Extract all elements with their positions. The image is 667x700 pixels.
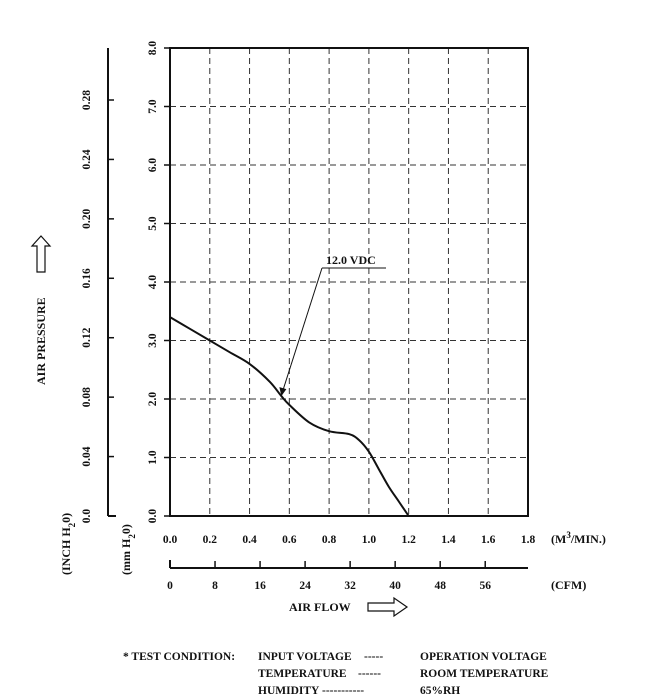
series-group bbox=[169, 316, 410, 517]
x-axis-title: AIR FLOW bbox=[289, 600, 351, 614]
x-ticks: 0.0 0.2 0.4 0.6 0.8 1.0 1.2 1.4 1.6 1.8 0 8 16 24 32 40… bbox=[163, 534, 536, 592]
annotation-group: 12.0 VDC bbox=[279, 253, 386, 397]
grid bbox=[170, 48, 528, 516]
x-m3-tick-label: 1.4 bbox=[441, 534, 456, 546]
cond-label-humidity: HUMIDITY bbox=[258, 685, 320, 697]
cond-dashes-temperature: ------ bbox=[358, 668, 381, 680]
cond-dashes-humidity: ----------- bbox=[322, 685, 364, 697]
y-inch-tick-label: 0.28 bbox=[81, 90, 93, 110]
y-mm-unit-label: (mm H20) bbox=[119, 524, 137, 575]
y-mm-tick-label: 1.0 bbox=[147, 450, 159, 465]
x-m3-tick-label: 0.0 bbox=[163, 534, 178, 546]
y-mm-tick-label: 4.0 bbox=[147, 275, 159, 290]
x-cfm-tick-label: 8 bbox=[212, 580, 218, 592]
y-mm-tick-label: 7.0 bbox=[147, 99, 159, 114]
x-m3-tick-label: 1.6 bbox=[481, 534, 496, 546]
x-cfm-tick-label: 24 bbox=[299, 580, 311, 592]
x-m3-unit-label: (M3/MIN.) bbox=[551, 530, 606, 546]
y-inch-tick-label: 0.24 bbox=[81, 149, 93, 169]
cond-label-temperature: TEMPERATURE bbox=[258, 668, 347, 680]
y-inch-tick-label: 0.16 bbox=[81, 268, 93, 288]
cond-value-temperature: ROOM TEMPERATURE bbox=[420, 668, 549, 680]
annotation-leader bbox=[281, 267, 323, 393]
cond-value-voltage: OPERATION VOLTAGE bbox=[420, 651, 547, 663]
x-cfm-tick-label: 16 bbox=[254, 580, 266, 592]
y-axis-arrow-icon bbox=[30, 235, 52, 273]
test-condition-prefix: * TEST CONDITION: bbox=[123, 651, 235, 663]
x-m3-tick-label: 0.4 bbox=[242, 534, 257, 546]
annotation-label: 12.0 VDC bbox=[326, 253, 376, 267]
y-inch-tick-label: 0.20 bbox=[81, 209, 93, 229]
y-inch-tick-label: 0.12 bbox=[81, 327, 93, 347]
y-mm-tick-label: 3.0 bbox=[147, 333, 159, 348]
cond-dashes-voltage: ----- bbox=[364, 651, 383, 663]
x-cfm-unit-label: (CFM) bbox=[551, 578, 586, 592]
x-cfm-tick-label: 32 bbox=[344, 580, 356, 592]
annotation-arrowhead bbox=[279, 387, 287, 397]
y-mm-tick-label: 8.0 bbox=[147, 41, 159, 56]
y-inch-tick-label: 0.0 bbox=[81, 509, 93, 524]
x-m3-tick-label: 1.2 bbox=[401, 534, 416, 546]
y-inch-tick-label: 0.04 bbox=[81, 446, 93, 466]
x-m3-tick-label: 1.0 bbox=[362, 534, 377, 546]
x-m3-tick-label: 1.8 bbox=[521, 534, 536, 546]
x-m3-tick-label: 0.6 bbox=[282, 534, 297, 546]
y-mm-tick-label: 0.0 bbox=[147, 509, 159, 524]
x-axis-arrow-icon bbox=[367, 596, 409, 618]
y-mm-tick-label: 5.0 bbox=[147, 216, 159, 231]
x-cfm-tick-label: 48 bbox=[434, 580, 446, 592]
y-inch-tick-label: 0.08 bbox=[81, 387, 93, 407]
x-cfm-tick-label: 40 bbox=[389, 580, 401, 592]
y-mm-tick-label: 6.0 bbox=[147, 158, 159, 173]
y-ticks: 0.0 1.0 2.0 3.0 4.0 5.0 6.0 7.0 8.0 0.0 0.04 0.08 0.… bbox=[81, 41, 170, 524]
cond-value-humidity: 65%RH bbox=[420, 685, 460, 697]
x-m3-tick-label: 0.2 bbox=[203, 534, 218, 546]
x-m3-tick-label: 0.8 bbox=[322, 534, 337, 546]
y-inch-unit-label: (INCH H20) bbox=[59, 513, 77, 575]
cond-label-voltage: INPUT VOLTAGE bbox=[258, 651, 352, 663]
x-cfm-tick-label: 56 bbox=[479, 580, 491, 592]
y-axis-title: AIR PRESSURE bbox=[34, 297, 48, 385]
series-line-12v bbox=[169, 316, 410, 517]
y-mm-tick-label: 2.0 bbox=[147, 392, 159, 407]
x-cfm-tick-label: 0 bbox=[167, 580, 173, 592]
